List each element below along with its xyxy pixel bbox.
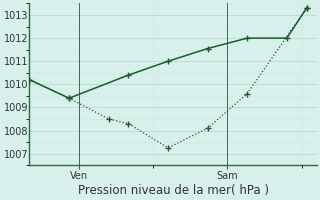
X-axis label: Pression niveau de la mer( hPa ): Pression niveau de la mer( hPa ) — [77, 184, 268, 197]
